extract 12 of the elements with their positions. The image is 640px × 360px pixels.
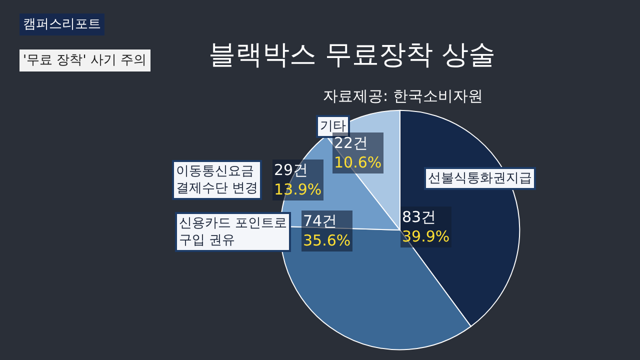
slice-label: 기타 [320, 119, 346, 134]
data-label: 83건 39.9% [402, 208, 450, 246]
slice-label: 신용카드 포인트로 구입 권유 [179, 216, 288, 248]
text: '무료 장착' 사기 주의 [23, 53, 147, 68]
slice-label: 선불식통화권지급 [428, 171, 532, 186]
data-label: 22건 10.6% [334, 134, 382, 172]
text: 캠퍼스리포트 [23, 17, 101, 32]
data-label: 74건 35.6% [303, 212, 351, 250]
slice-label: 이동통신요금 결제수단 변경 [176, 164, 258, 196]
chart-title: 블랙박스 무료장착 상술 [208, 39, 496, 70]
data-label: 29건 13.9% [274, 161, 322, 198]
chart-subtitle: 자료제공: 한국소비자원 [323, 87, 483, 105]
